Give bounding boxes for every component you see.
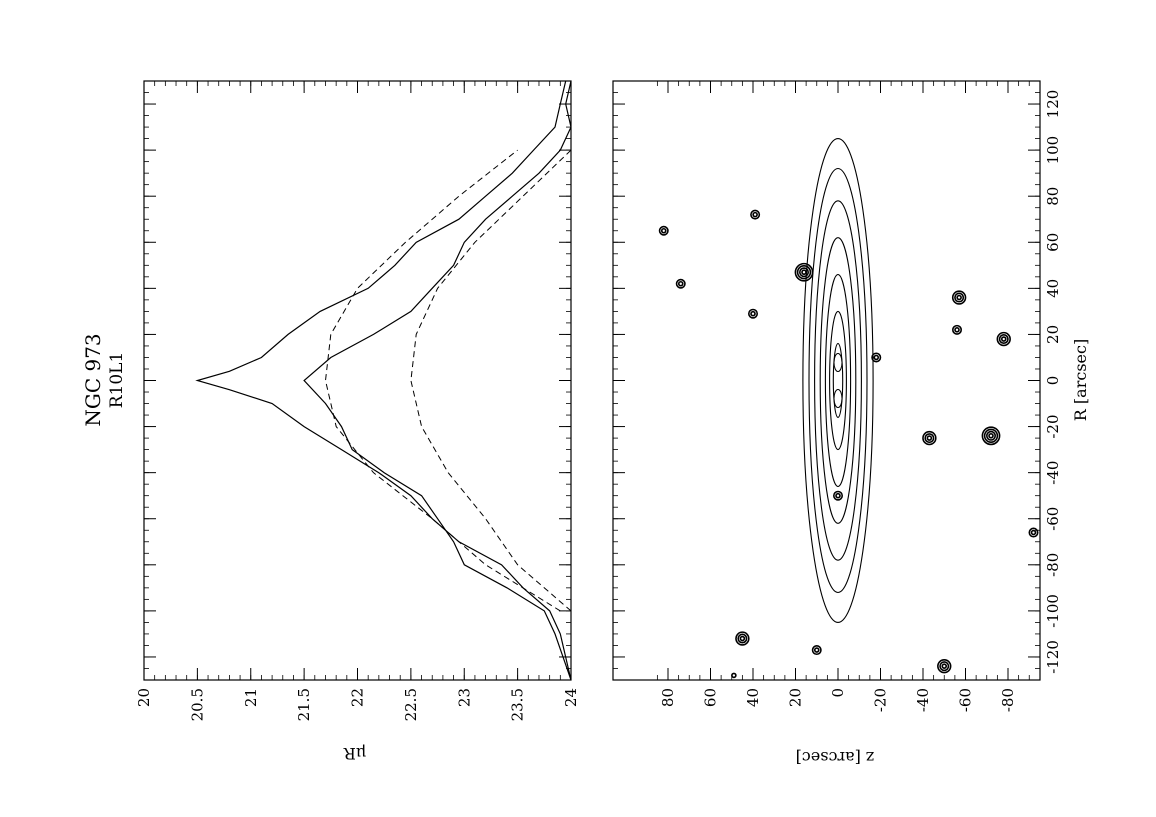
star-contour [739,635,746,642]
z-tick-label: 20 [787,688,805,707]
galaxy-isophote [829,310,847,451]
mu-tick-label: 21 [242,688,260,707]
mu-tick-label: 20.5 [188,688,206,721]
galaxy-core-contour [833,353,843,372]
star-contour [747,308,758,319]
mu-tick-label: 20 [135,688,153,707]
map-frame [612,80,1041,681]
star-contour [951,324,962,335]
mu-tick-label: 24 [562,688,580,707]
profile-panel: 20 20.5 21 21.5 22 22.5 23 23.5 24 μR [135,80,580,763]
star-contour [922,430,937,446]
star-contour [737,633,748,644]
star-contour [996,331,1011,347]
star-contour [796,265,812,280]
galaxy-isophote [808,167,868,594]
R-tick-label: -20 [1044,414,1062,438]
star-contour [750,209,761,220]
star-contour [951,290,967,305]
z-tick-label: 60 [702,688,720,707]
R-tick-label: -60 [1044,507,1062,531]
star-contour [835,492,841,499]
star-contour [1000,336,1007,342]
star-contour [926,435,933,441]
R-tick-label: 60 [1044,233,1062,252]
mu-tick-label: 21.5 [295,688,313,721]
star-contour [924,433,935,444]
star-contour [873,354,880,361]
star-contour [941,663,948,669]
star-contour [731,672,737,679]
star-contour [988,432,994,439]
R-tick-label: 40 [1044,279,1062,298]
z-axis-label: z [arcsec] [796,748,875,767]
profile-series-1 [195,81,571,680]
galaxy-isophote [832,343,844,418]
R-tick-label: -120 [1044,640,1062,674]
star-contour [794,262,814,282]
mu-tick-label: 23.5 [509,688,527,721]
z-tick-label: -80 [999,688,1017,712]
z-tick-label: 80 [659,688,677,707]
galaxy-core-contour [833,389,843,408]
star-contour [983,428,999,443]
R-tick-label: 20 [1044,325,1062,344]
profile-series-3 [324,149,561,612]
profile-series-4 [410,149,571,612]
star-contour [956,294,962,301]
figure-subtitle: R10L1 [107,352,127,409]
star-contour [1030,529,1037,536]
R-tick-label: 100 [1044,136,1062,165]
profile-frame [143,80,572,681]
R-tick-label: -40 [1044,461,1062,485]
mu-axis-label: μR [343,744,366,763]
figure-labels: NGC 973 R10L1 [81,333,127,426]
R-tick-label: 120 [1044,90,1062,119]
R-tick-label: -80 [1044,553,1062,577]
star-contour [871,352,882,363]
star-contour [677,280,684,287]
star-contour [752,211,758,218]
star-contour [954,292,965,303]
galaxy-isophote [819,237,857,524]
star-contour [939,661,950,672]
R-tick-label: 80 [1044,187,1062,206]
mu-tick-label: 22.5 [402,688,420,721]
galaxy-isophote [814,200,862,561]
star-contour [660,227,667,234]
star-contour [798,267,809,278]
star-contour [811,645,822,656]
z-tick-label: -60 [957,688,975,712]
z-tick-label: 40 [744,688,762,707]
star-contour [801,269,807,276]
star-contour [658,225,669,236]
star-contour [832,490,843,501]
R-axis-label: R [arcsec] [1071,339,1090,421]
star-contour [937,658,952,674]
star-contour [981,426,1001,446]
z-tick-label: 0 [829,688,847,698]
star-contour [813,647,820,653]
star-contour [750,310,756,317]
star-contour [954,327,960,333]
z-tick-label: -40 [914,688,932,712]
profile-series-group [195,81,571,680]
isophote-panel: 80 60 40 20 0 -20 -40 -60 -80 -120 -100 -80 -60 -40 -2… [612,80,1090,767]
R-tick-label: -100 [1044,594,1062,628]
star-contour [985,430,996,441]
galaxy-isophote [802,138,874,623]
star-contour [998,334,1009,345]
mu-tick-label: 22 [349,688,367,707]
figure-title: NGC 973 [81,333,105,426]
star-contour [1028,527,1039,538]
star-contour [735,631,750,646]
mu-tick-label: 23 [455,688,473,707]
galaxy-isophote [824,273,852,488]
R-tick-label: 0 [1044,376,1062,386]
isophote-group [658,138,1039,679]
z-tick-label: -20 [872,688,890,712]
star-contour [675,278,686,289]
profile-series-2 [303,81,571,680]
